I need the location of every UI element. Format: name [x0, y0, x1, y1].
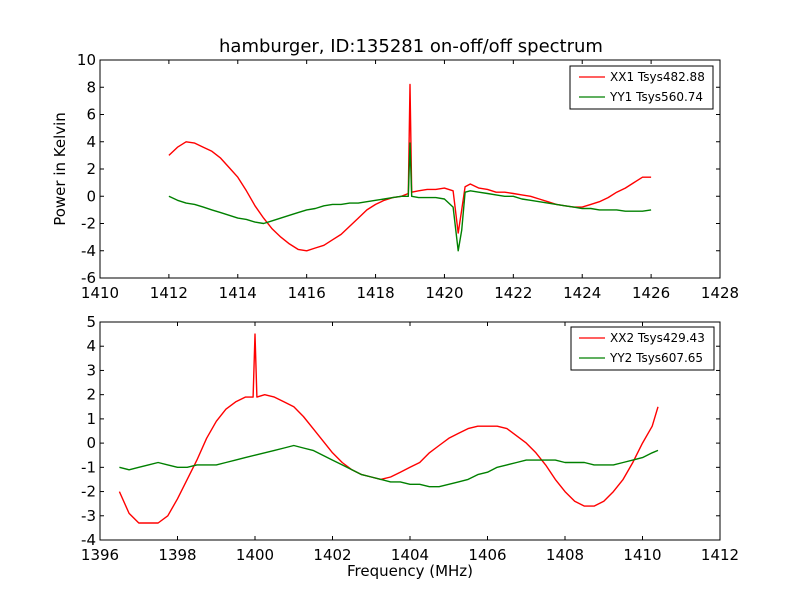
bottom-y-tick-label: 3 [86, 361, 96, 379]
top-y-tick-label: 2 [86, 160, 96, 178]
bottom-legend-box [570, 326, 715, 371]
top-y-tick-label: 10 [77, 51, 96, 69]
top-legend-label-xx1: XX1 Tsys482.88 [610, 70, 705, 84]
bottom-y-tick-label: 0 [86, 434, 96, 452]
bottom-y-tick-label: -1 [81, 458, 96, 476]
bottom-series-line-2 [119, 444, 659, 488]
top-y-tick-label: 8 [86, 78, 96, 96]
top-x-tick-label: 1420 [425, 284, 463, 302]
bottom-y-tick-label: -4 [81, 531, 96, 549]
top-y-tick-label: 0 [86, 187, 96, 205]
bottom-x-tick-label: 1408 [546, 546, 584, 564]
top-x-tick-label: 1416 [288, 284, 326, 302]
top-panel: 1410 1412 1414 1416 1418 1420 1422 1424 1426 1428… [51, 51, 739, 302]
top-x-tick-label: 1418 [356, 284, 394, 302]
bottom-x-tick-label: 1396 [81, 546, 119, 564]
bottom-x-tick-label: 1398 [158, 546, 196, 564]
bottom-tick-layer: 1396 1398 1400 1402 1404 1406 1408 1410 1412-4-3… [81, 313, 739, 564]
top-y-tick-label: 4 [86, 133, 96, 151]
bottom-x-axis-label: Frequency (MHz) [347, 562, 473, 580]
bottom-x-tick-label: 1404 [391, 546, 429, 564]
top-legend-label-yy1: YY1 Tsys560.74 [609, 90, 703, 104]
top-legend: XX1 Tsys482.88 YY1 Tsys560.74 [569, 65, 714, 110]
top-series-line-2 [168, 142, 652, 252]
top-x-tick-label: 1422 [494, 284, 532, 302]
bottom-legend-label-yy2: YY2 Tsys607.65 [609, 351, 703, 365]
top-x-tick-label: 1428 [701, 284, 739, 302]
top-y-tick-label: 6 [86, 106, 96, 124]
bottom-panel: 1396 1398 1400 1402 1404 1406 1408 1410 1412-4-3… [81, 313, 739, 580]
top-y-tick-label: -4 [81, 242, 96, 260]
bottom-legend: XX2 Tsys429.43 YY2 Tsys607.65 [570, 326, 715, 371]
bottom-x-tick-label: 1400 [236, 546, 274, 564]
top-legend-box [569, 65, 714, 110]
top-x-tick-label: 1426 [632, 284, 670, 302]
top-y-tick-label: -6 [81, 269, 96, 287]
top-x-tick-label: 1424 [563, 284, 601, 302]
bottom-x-tick-label: 1410 [623, 546, 661, 564]
top-x-tick-label: 1412 [150, 284, 188, 302]
top-y-axis-label: Power in Kelvin [51, 112, 69, 226]
bottom-x-tick-label: 1406 [468, 546, 506, 564]
top-series-layer [168, 83, 652, 252]
bottom-series-layer [118, 333, 659, 524]
bottom-y-tick-label: 2 [86, 386, 96, 404]
bottom-x-tick-label: 1412 [701, 546, 739, 564]
top-y-tick-label: -2 [81, 215, 96, 233]
bottom-y-tick-label: 1 [86, 410, 96, 428]
bottom-y-tick-label: -3 [81, 507, 96, 525]
figure-title: hamburger, ID:135281 on-off/off spectrum [219, 36, 603, 57]
bottom-y-tick-label: -2 [81, 483, 96, 501]
bottom-x-tick-label: 1402 [313, 546, 351, 564]
bottom-y-tick-label: 4 [86, 337, 96, 355]
top-tick-layer: 1410 1412 1414 1416 1418 1420 1422 1424 1426 1428… [77, 51, 739, 302]
bottom-y-tick-label: 5 [86, 313, 96, 331]
bottom-legend-label-xx2: XX2 Tsys429.43 [610, 331, 705, 345]
top-x-tick-label: 1410 [81, 284, 119, 302]
top-x-tick-label: 1414 [219, 284, 257, 302]
